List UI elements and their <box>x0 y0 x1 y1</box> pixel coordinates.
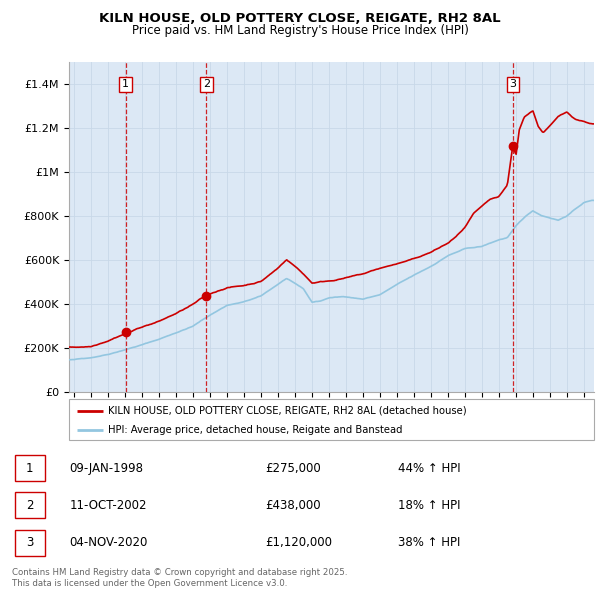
Text: 3: 3 <box>26 536 34 549</box>
Text: 1: 1 <box>122 80 129 90</box>
Text: 3: 3 <box>509 80 517 90</box>
Text: 2: 2 <box>26 499 34 512</box>
Text: This data is licensed under the Open Government Licence v3.0.: This data is licensed under the Open Gov… <box>12 579 287 588</box>
Text: 38% ↑ HPI: 38% ↑ HPI <box>398 536 460 549</box>
Text: Price paid vs. HM Land Registry's House Price Index (HPI): Price paid vs. HM Land Registry's House … <box>131 24 469 37</box>
Text: £275,000: £275,000 <box>265 462 321 475</box>
Text: £1,120,000: £1,120,000 <box>265 536 332 549</box>
Text: 2: 2 <box>203 80 210 90</box>
Bar <box>15 455 45 481</box>
Text: KILN HOUSE, OLD POTTERY CLOSE, REIGATE, RH2 8AL: KILN HOUSE, OLD POTTERY CLOSE, REIGATE, … <box>99 12 501 25</box>
Text: 09-JAN-1998: 09-JAN-1998 <box>70 462 143 475</box>
Text: £438,000: £438,000 <box>265 499 321 512</box>
Text: KILN HOUSE, OLD POTTERY CLOSE, REIGATE, RH2 8AL (detached house): KILN HOUSE, OLD POTTERY CLOSE, REIGATE, … <box>109 406 467 416</box>
Text: HPI: Average price, detached house, Reigate and Banstead: HPI: Average price, detached house, Reig… <box>109 425 403 434</box>
Text: Contains HM Land Registry data © Crown copyright and database right 2025.: Contains HM Land Registry data © Crown c… <box>12 568 347 576</box>
Bar <box>15 530 45 556</box>
Text: 1: 1 <box>26 462 34 475</box>
Text: 18% ↑ HPI: 18% ↑ HPI <box>398 499 460 512</box>
Text: 04-NOV-2020: 04-NOV-2020 <box>70 536 148 549</box>
Bar <box>15 492 45 518</box>
Text: 44% ↑ HPI: 44% ↑ HPI <box>398 462 461 475</box>
Text: 11-OCT-2002: 11-OCT-2002 <box>70 499 147 512</box>
